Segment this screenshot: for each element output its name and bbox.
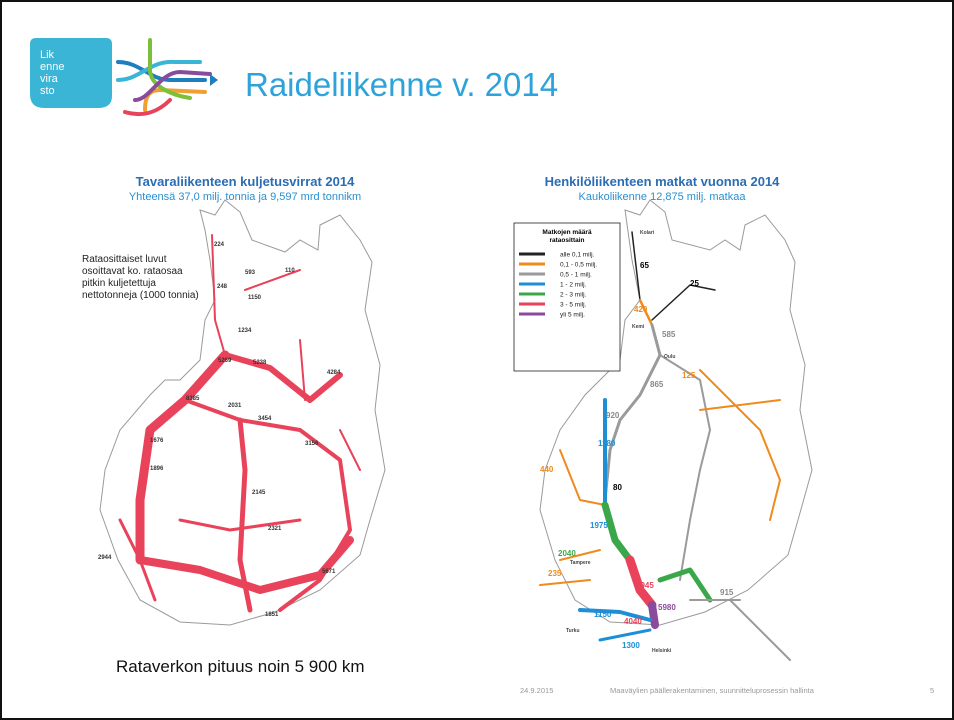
legend-label: 0,5 - 1 milj. [560,272,592,279]
map-label: 4284 [327,370,341,376]
map-label: 1851 [265,612,279,618]
map-label: Kolari [640,230,655,236]
legend-title: rataosittain [549,237,584,244]
legend-label: alle 0,1 milj. [560,252,595,259]
logo-text: Lik [40,49,55,61]
map-label: 1150 [248,295,262,301]
map-note: osoittavat ko. rataosaa [82,266,183,277]
map-subtitle: Yhteensä 37,0 milj. tonnia ja 9,597 mrd … [129,191,361,203]
map-label: 440 [540,465,554,474]
map-label: 65 [640,261,649,270]
map-title: Henkilöliikenteen matkat vuonna 2014 [545,174,781,189]
map-label: 5238 [253,360,267,366]
map-title: Tavaraliikenteen kuljetusvirrat 2014 [136,174,355,189]
legend: Matkojen määrä rataosittain alle 0,1 mil… [514,223,620,371]
logo-text: vira [40,73,59,85]
map-label: 5671 [322,569,336,575]
map-label: 248 [217,284,228,290]
map-label: 80 [613,483,622,492]
footer-text: Maaväylien päällerakentaminen, suunnitte… [610,686,815,695]
map-label: 585 [662,330,676,339]
map-label: 2040 [558,549,576,558]
map-label: 2944 [98,555,112,561]
map-label: 1234 [238,328,252,334]
slide: Lik enne vira sto Raideliikenne v. 2014 … [0,0,954,720]
body-text: Rataverkon pituus noin 5 900 km [116,657,365,676]
map-note: pitkin kuljetettuja [82,278,156,289]
map-label: 3454 [258,416,272,422]
logo-text: sto [40,85,55,97]
map-label: 2321 [268,526,282,532]
map-subtitle: Kaukoliikenne 12,875 milj. matkaa [579,191,747,203]
map-label: 1150 [594,610,612,619]
map-note: nettotonneja (1000 tonnia) [82,290,199,301]
map-label: 920 [606,411,620,420]
map-label: 5269 [218,358,232,364]
map-label: Kemi [632,324,645,330]
map-label: 865 [650,380,664,389]
legend-label: yli 5 milj. [560,312,585,319]
map-label: 1300 [622,641,640,650]
map-label: 125 [682,371,696,380]
map-label: 2145 [252,490,266,496]
legend-label: 1 - 2 milj. [560,282,587,289]
map-label: 2031 [228,403,242,409]
map-label: Turku [566,628,580,634]
footer-date: 24.9.2015 [520,686,553,695]
legend-title: Matkojen määrä [542,229,592,236]
legend-label: 0,1 - 0,5 milj. [560,262,597,269]
map-label: Tampere [570,560,591,566]
map-label: Helsinki [652,648,672,654]
map-label: 8385 [186,396,200,402]
map-label: 25 [690,279,699,288]
map-label: 1180 [598,439,616,448]
map-label: 1896 [150,466,164,472]
legend-label: 2 - 3 milj. [560,292,587,299]
map-label: 420 [634,305,648,314]
legend-label: 3 - 5 milj. [560,302,587,309]
map-label: Oulu [664,354,675,360]
map-label: 224 [214,242,225,248]
logo-text: enne [40,61,64,73]
map-label: 3156 [305,441,319,447]
map-note: Rataosittaiset luvut [82,254,167,265]
map-label: 1676 [150,438,164,444]
map-label: 4040 [624,617,642,626]
map-label: 110 [285,268,295,274]
map-label: 915 [720,588,734,597]
map-label: 5980 [658,603,676,612]
map-label: 235 [548,569,562,578]
footer-page: 5 [930,686,934,695]
map-label: 593 [245,270,256,276]
slide-title: Raideliikenne v. 2014 [245,66,558,103]
map-label: 1975 [590,521,608,530]
map-label: 3945 [636,581,654,590]
